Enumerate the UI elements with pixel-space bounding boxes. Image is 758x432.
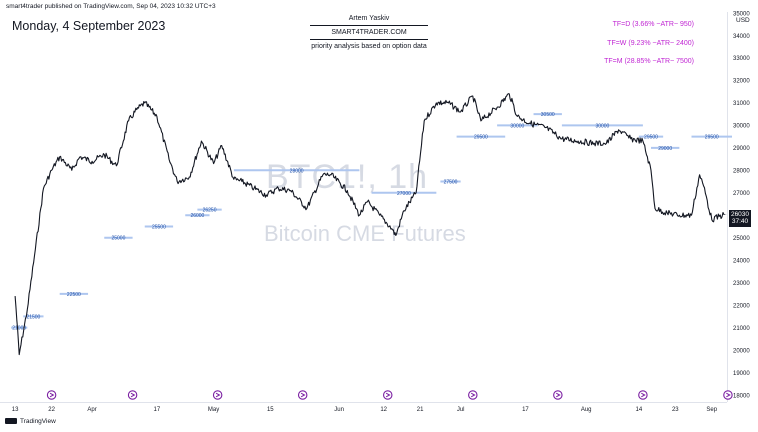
level-label: 21500 xyxy=(26,314,40,320)
event-marker[interactable] xyxy=(638,390,648,400)
y-tick-label: 20000 xyxy=(733,348,750,354)
x-tick-label: May xyxy=(208,407,219,413)
y-tick-label: 19000 xyxy=(733,371,750,377)
level-label: 26250 xyxy=(203,208,217,214)
footer-brand[interactable]: TradingView xyxy=(5,418,56,425)
level-label: 28000 xyxy=(290,168,304,174)
timeframe-daily: TF=D (3.66% ~ATR~ 950) xyxy=(612,21,694,28)
price-series xyxy=(14,93,727,356)
publisher-line: smart4trader published on TradingView.co… xyxy=(6,3,216,10)
author-site: SMART4TRADER.COM xyxy=(310,26,428,40)
info-box: Artem Yaskiv SMART4TRADER.COM priority a… xyxy=(310,15,428,50)
y-tick-label: 31000 xyxy=(733,101,750,107)
x-tick-label: Apr xyxy=(87,407,96,413)
level-label: 25000 xyxy=(111,236,125,242)
level-label: 29500 xyxy=(705,135,719,141)
date-title: Monday, 4 September 2023 xyxy=(12,19,166,33)
x-tick-label: 14 xyxy=(636,407,643,413)
level-label: 26000 xyxy=(190,213,204,219)
level-label: 25500 xyxy=(152,224,166,230)
footer-brand-text: TradingView xyxy=(20,418,56,425)
y-tick-label: 27000 xyxy=(733,191,750,197)
level-label: 27000 xyxy=(397,191,411,197)
event-marker[interactable] xyxy=(212,390,223,400)
level-label: 21000 xyxy=(12,326,26,332)
bar-countdown: 37:40 xyxy=(731,218,749,226)
y-tick-label: 24000 xyxy=(733,258,750,264)
x-tick-label: 15 xyxy=(267,407,274,413)
x-tick-label: Jun xyxy=(334,407,344,413)
y-tick-label: 34000 xyxy=(733,34,750,40)
event-marker[interactable] xyxy=(127,390,138,400)
current-price-value: 26030 xyxy=(730,210,750,218)
level-label: 29500 xyxy=(474,135,488,141)
author-name: Artem Yaskiv xyxy=(310,15,428,26)
watermark-description: Bitcoin CME Futures xyxy=(264,221,466,246)
y-tick-label: 25000 xyxy=(733,236,750,242)
y-axis: 18000 19000 20000 21000 22000 23000 24000 25000… xyxy=(733,11,750,399)
event-marker[interactable] xyxy=(46,390,57,400)
x-tick-label: 12 xyxy=(380,407,387,413)
currency-label: USD xyxy=(736,17,750,24)
x-tick-label: 22 xyxy=(48,407,55,413)
level-label: 30000 xyxy=(595,123,609,129)
level-label: 27500 xyxy=(444,180,458,186)
level-label: 30000 xyxy=(510,123,524,129)
event-marker[interactable] xyxy=(553,390,563,400)
x-tick-label: 23 xyxy=(672,407,679,413)
y-tick-label: 30000 xyxy=(733,124,750,130)
event-marker[interactable] xyxy=(297,390,308,400)
timeframe-monthly: TF=M (28.85% ~ATR~ 7500) xyxy=(604,58,694,65)
y-tick-label: 23000 xyxy=(733,281,750,287)
y-tick-label: 33000 xyxy=(733,56,750,62)
y-tick-label: 29000 xyxy=(733,146,750,152)
watermark-symbol: BTC1!, 1h xyxy=(266,158,429,196)
y-tick-label: 21000 xyxy=(733,326,750,332)
x-tick-label: 17 xyxy=(522,407,529,413)
x-tick-label: Jul xyxy=(457,407,465,413)
event-markers xyxy=(46,390,733,400)
current-price-tag: 26030 37:40 xyxy=(729,209,751,227)
info-description: priority analysis based on option data xyxy=(311,43,427,50)
event-marker[interactable] xyxy=(723,390,733,400)
tradingview-logo-icon xyxy=(5,418,17,425)
event-marker[interactable] xyxy=(382,390,393,400)
x-tick-label: 21 xyxy=(417,407,424,413)
y-tick-label: 18000 xyxy=(733,393,750,399)
level-label: 29500 xyxy=(644,135,658,141)
event-marker[interactable] xyxy=(468,390,478,400)
x-axis: 13 22 Apr 17 May 15 Jun 12 21 Jul 17 Aug 14 23 Sep xyxy=(12,407,718,413)
y-tick-label: 22000 xyxy=(733,303,750,309)
y-tick-label: 28000 xyxy=(733,169,750,175)
y-tick-label: 35000 xyxy=(733,11,750,17)
level-label: 22500 xyxy=(67,292,81,298)
x-tick-label: 17 xyxy=(154,407,161,413)
x-tick-label: Sep xyxy=(706,407,717,413)
x-tick-label: 13 xyxy=(12,407,19,413)
x-tick-label: Aug xyxy=(581,407,592,413)
level-label: 30500 xyxy=(541,112,555,118)
price-line xyxy=(14,93,725,356)
timeframe-weekly: TF=W (9.23% ~ATR~ 2400) xyxy=(607,40,694,47)
level-label: 29000 xyxy=(658,146,672,152)
y-tick-label: 32000 xyxy=(733,79,750,85)
